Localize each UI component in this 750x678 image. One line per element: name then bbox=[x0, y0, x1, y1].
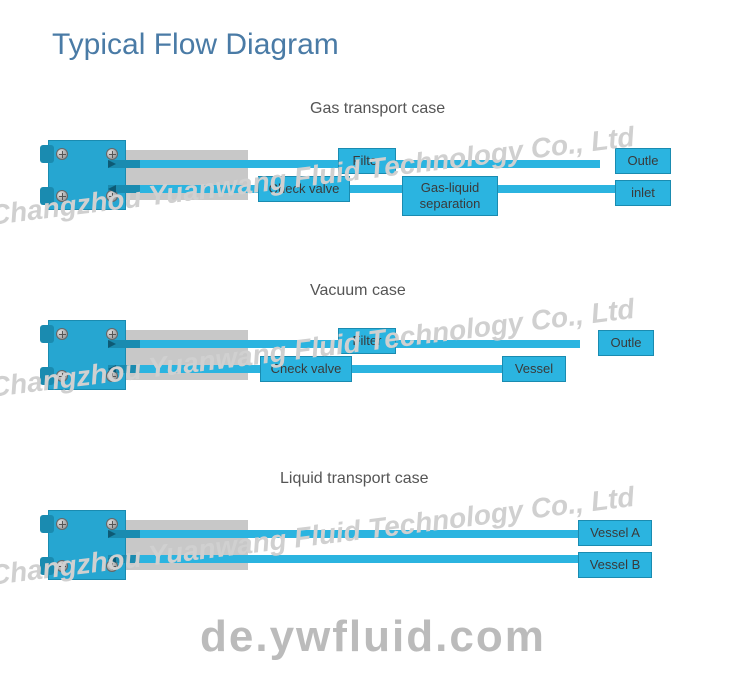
flow-box: Outle bbox=[598, 330, 654, 356]
pump-port bbox=[40, 145, 54, 163]
flow-box: Vessel bbox=[502, 356, 566, 382]
flow-box: Check valve bbox=[258, 176, 350, 202]
pump-assembly bbox=[48, 510, 248, 580]
screw-icon bbox=[106, 518, 118, 530]
flow-box: Check valve bbox=[260, 356, 352, 382]
pump-assembly bbox=[48, 140, 248, 210]
case-subtitle: Liquid transport case bbox=[280, 470, 429, 488]
flow-arrow-icon bbox=[108, 185, 116, 193]
screw-icon bbox=[56, 370, 68, 382]
screw-icon bbox=[56, 190, 68, 202]
screw-icon bbox=[56, 328, 68, 340]
pump-port bbox=[40, 367, 54, 385]
screw-icon bbox=[106, 328, 118, 340]
flow-arrow-icon bbox=[108, 340, 116, 348]
flow-box: Vessel B bbox=[578, 552, 652, 578]
flow-box: Gas-liquid separation bbox=[402, 176, 498, 216]
pump-port bbox=[40, 325, 54, 343]
pipe bbox=[140, 555, 600, 563]
flow-box: Outle bbox=[615, 148, 671, 174]
flow-arrow-icon bbox=[108, 530, 116, 538]
pipe bbox=[140, 530, 600, 538]
case-subtitle: Vacuum case bbox=[310, 282, 406, 300]
flow-arrow-icon bbox=[108, 365, 116, 373]
screw-icon bbox=[56, 518, 68, 530]
pump-port bbox=[40, 515, 54, 533]
flow-box: Filter bbox=[338, 148, 396, 174]
flow-arrow-icon bbox=[108, 555, 116, 563]
case-subtitle: Gas transport case bbox=[310, 100, 445, 118]
flow-box: inlet bbox=[615, 180, 671, 206]
screw-icon bbox=[56, 148, 68, 160]
pump-port bbox=[40, 187, 54, 205]
url-watermark: de.ywfluid.com bbox=[200, 612, 546, 662]
flow-box: Vessel A bbox=[578, 520, 652, 546]
screw-icon bbox=[56, 560, 68, 572]
screw-icon bbox=[106, 148, 118, 160]
pump-assembly bbox=[48, 320, 248, 390]
pump-port bbox=[40, 557, 54, 575]
flow-arrow-icon bbox=[108, 160, 116, 168]
diagram-title: Typical Flow Diagram bbox=[52, 28, 339, 62]
flow-box: Filter bbox=[338, 328, 396, 354]
